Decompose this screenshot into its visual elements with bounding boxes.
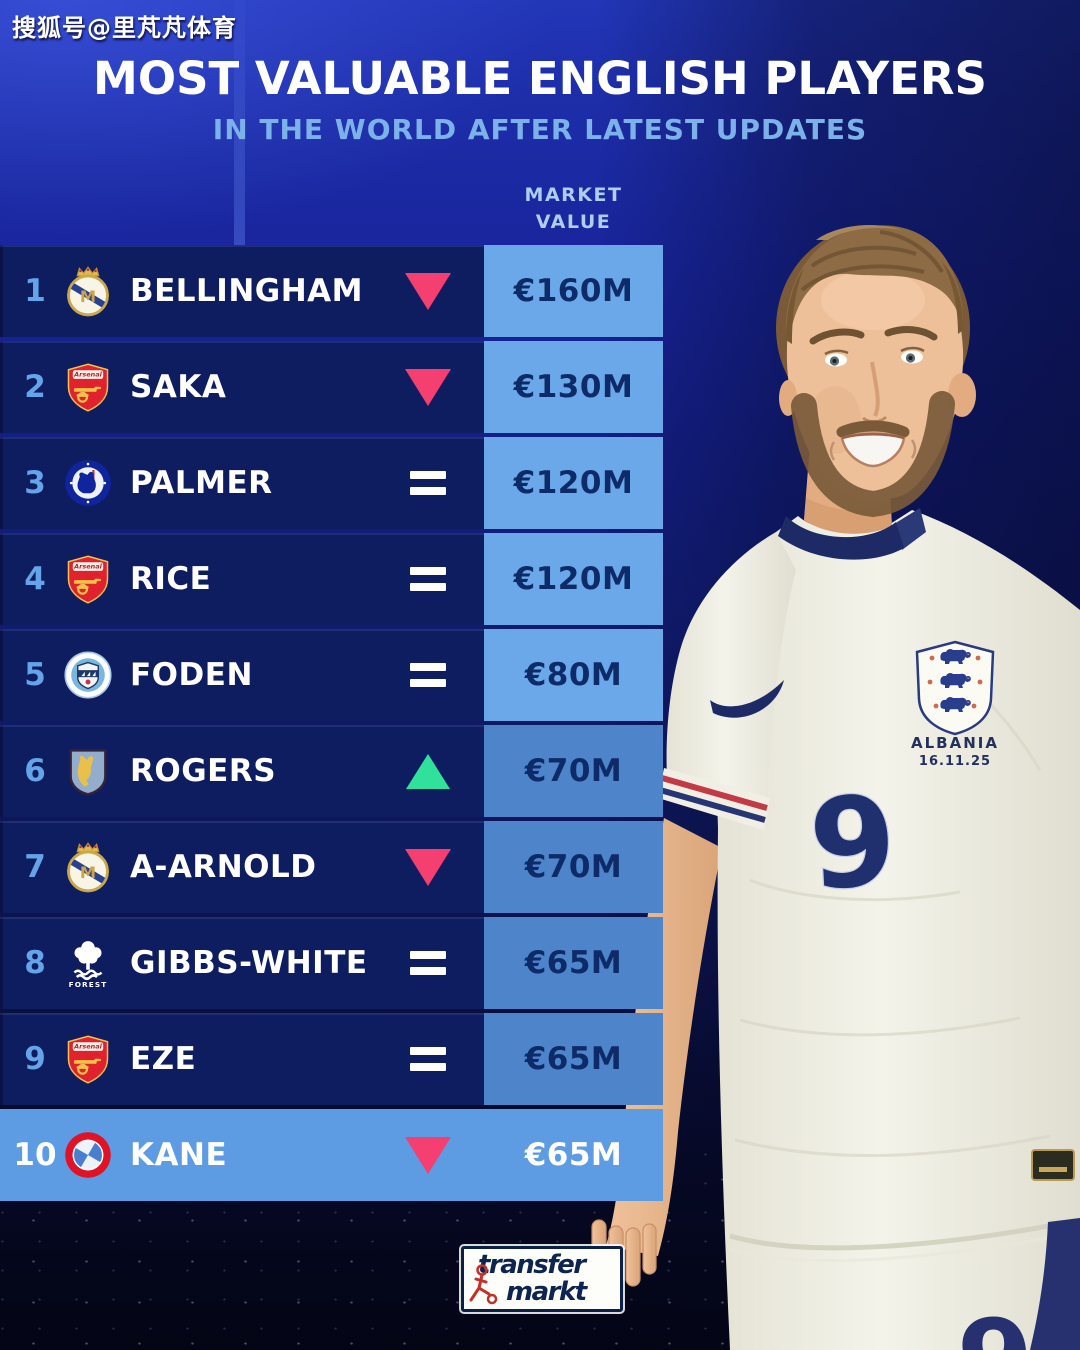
watermark: 搜狐号@里芃芃体育 — [12, 14, 237, 42]
rank-number: 4 — [24, 561, 46, 597]
market-value-cell: €120M — [484, 437, 663, 529]
transfermarkt-logo: transfer markt — [461, 1246, 623, 1312]
market-value: €65M — [524, 945, 623, 981]
logo-kicker-icon — [469, 1264, 498, 1305]
table-row-3: 3 PALMER €120M — [0, 437, 663, 529]
column-header-line1: MARKET — [524, 184, 623, 206]
market-value-cell: €70M — [484, 821, 663, 913]
jersey-collar — [778, 516, 904, 560]
market-value-cell: €65M — [484, 1109, 663, 1201]
table-row-2: 2 SAKA €130M — [0, 341, 663, 433]
club-badge-real-madrid — [60, 245, 116, 337]
market-value-cell: €65M — [484, 1013, 663, 1105]
player-head — [776, 225, 976, 518]
vertical-accent-line — [234, 0, 245, 246]
market-value: €130M — [513, 369, 634, 405]
table-row-9: 9 EZE €65M — [0, 1013, 663, 1105]
market-value: €80M — [524, 657, 623, 693]
table-row-8: 8 GIBBS-WHITE €65M — [0, 917, 663, 1009]
rank-number: 6 — [24, 753, 46, 789]
rank-number: 9 — [24, 1041, 46, 1077]
rank-number: 7 — [24, 849, 46, 885]
trend-down-icon — [402, 1109, 454, 1201]
trend-down-icon — [402, 821, 454, 913]
player-name: GIBBS-WHITE — [130, 945, 368, 981]
page-title: MOST VALUABLE ENGLISH PLAYERS — [93, 52, 987, 105]
player-name: PALMER — [130, 465, 273, 501]
player-name: FODEN — [130, 657, 253, 693]
club-badge-aston-villa — [60, 725, 116, 817]
shorts-number: 9 — [957, 1296, 1034, 1350]
market-value: €120M — [513, 561, 634, 597]
club-badge-chelsea — [60, 437, 116, 529]
market-value: €70M — [524, 753, 623, 789]
player-name: SAKA — [130, 369, 227, 405]
player-name: A-ARNOLD — [130, 849, 317, 885]
club-badge-arsenal — [60, 341, 116, 433]
table-row-10-highlighted: 10 KANE €65M — [0, 1109, 663, 1201]
club-badge-nottingham-forest — [60, 917, 116, 1009]
table-row-4: 4 RICE €120M — [0, 533, 663, 625]
collar-back — [894, 508, 926, 550]
player-jersey — [658, 510, 1080, 1350]
market-value-cell: €65M — [484, 917, 663, 1009]
market-value: €160M — [513, 273, 634, 309]
rank-number: 8 — [24, 945, 46, 981]
market-value-cell: €160M — [484, 245, 663, 337]
page-subtitle: IN THE WORLD AFTER LATEST UPDATES — [212, 113, 868, 146]
england-crest — [915, 640, 995, 736]
trend-equal-icon — [402, 917, 454, 1009]
club-badge-real-madrid — [60, 821, 116, 913]
market-value-column-header: MARKET VALUE — [484, 182, 663, 236]
market-value: €65M — [524, 1137, 623, 1173]
table-row-5: 5 FODEN €80M — [0, 629, 663, 721]
table-row-1: 1 BELLINGHAM €160M — [0, 245, 663, 337]
jersey-date-text: 16.11.25 — [919, 754, 991, 769]
market-value: €120M — [513, 465, 634, 501]
logo-word-transfer: transfer — [478, 1250, 586, 1280]
logo-word-markt: markt — [506, 1277, 587, 1307]
rank-number: 1 — [24, 273, 46, 309]
rank-number: 5 — [24, 657, 46, 693]
trend-equal-icon — [402, 437, 454, 529]
rank-number: 3 — [24, 465, 46, 501]
market-value-cell: €70M — [484, 725, 663, 817]
trend-up-icon — [402, 725, 454, 817]
trend-equal-icon — [402, 629, 454, 721]
club-badge-arsenal — [60, 533, 116, 625]
player-name: RICE — [130, 561, 212, 597]
trend-equal-icon — [402, 533, 454, 625]
market-value-cell: €130M — [484, 341, 663, 433]
club-badge-arsenal — [60, 1013, 116, 1105]
market-value-cell: €80M — [484, 629, 663, 721]
nike-swoosh-icon — [710, 680, 784, 718]
trend-down-icon — [402, 341, 454, 433]
player-photo-harry-kane: 9 ALBANIA 16.11.25 9 — [591, 225, 1080, 1350]
club-badge-bayern-munich — [60, 1109, 116, 1201]
jersey-match-text: ALBANIA — [911, 734, 999, 752]
jersey-number: 9 — [806, 770, 900, 918]
trend-equal-icon — [402, 1013, 454, 1105]
jock-tag — [1031, 1149, 1075, 1181]
market-value: €70M — [524, 849, 623, 885]
market-value-cell: €120M — [484, 533, 663, 625]
rank-number: 2 — [24, 369, 46, 405]
club-badge-manchester-city — [60, 629, 116, 721]
column-header-line2: VALUE — [535, 211, 612, 233]
player-name: KANE — [130, 1137, 228, 1173]
table-row-7: 7 A-ARNOLD €70M — [0, 821, 663, 913]
market-value: €65M — [524, 1041, 623, 1077]
trend-down-icon — [402, 245, 454, 337]
rank-number: 10 — [13, 1137, 57, 1173]
table-row-6: 6 ROGERS €70M — [0, 725, 663, 817]
player-name: ROGERS — [130, 753, 277, 789]
player-name: BELLINGHAM — [130, 273, 364, 309]
player-name: EZE — [130, 1041, 197, 1077]
